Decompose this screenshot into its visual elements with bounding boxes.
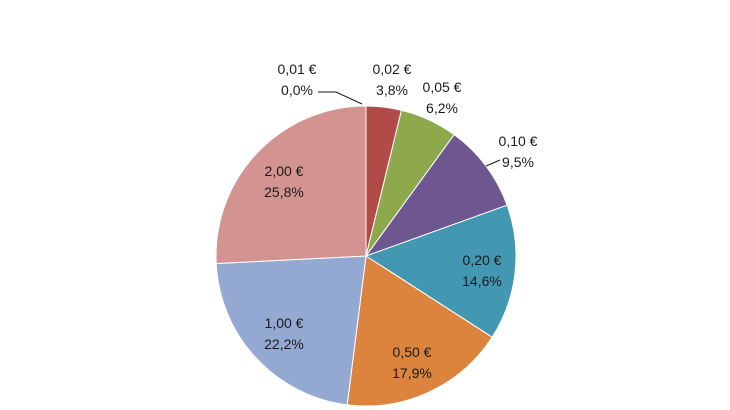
slice-category-label: 0,50 € — [393, 344, 432, 360]
pie-slice — [215, 255, 367, 406]
slice-percent-label: 6,2% — [426, 100, 458, 116]
slice-percent-label: 25,8% — [264, 184, 304, 200]
slice-percent-label: 22,2% — [264, 336, 304, 352]
pie-slice — [364, 204, 517, 338]
slice-category-label: 0,20 € — [463, 252, 502, 268]
slice-percent-label: 3,8% — [376, 82, 408, 98]
leader-lines — [318, 91, 501, 167]
pie-slices — [215, 105, 517, 407]
slice-category-label: 0,05 € — [423, 79, 462, 95]
slice-category-label: 2,00 € — [265, 163, 304, 179]
slice-category-label: 1,00 € — [265, 315, 304, 331]
slice-percent-label: 9,5% — [502, 154, 534, 170]
slice-category-label: 0,01 € — [278, 61, 317, 77]
slice-percent-label: 14,6% — [462, 273, 502, 289]
pie-slice — [215, 105, 367, 265]
slice-category-label: 0,02 € — [373, 61, 412, 77]
leader-line — [318, 91, 363, 105]
slice-percent-label: 0,0% — [281, 82, 313, 98]
pie-slice — [364, 133, 508, 258]
pie-slice — [346, 255, 493, 407]
data-labels: 0,01 € 0,0% 0,02 € 3,8% 0,05 € 6,2% 0,10 € 9,5%… — [264, 61, 538, 381]
slice-percent-label: 17,9% — [392, 365, 432, 381]
leader-line — [485, 159, 501, 167]
slice-category-label: 0,10 € — [499, 133, 538, 149]
